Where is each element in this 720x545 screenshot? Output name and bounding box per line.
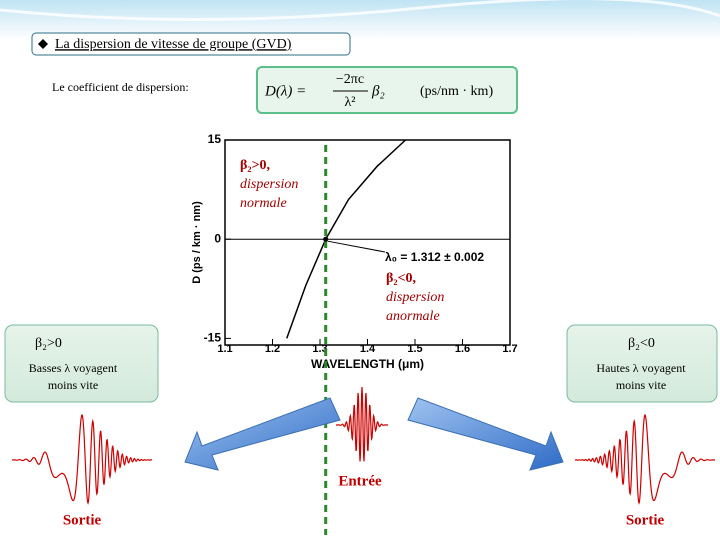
y-tick-label: 15 [208,132,222,146]
formula-numerator: −2πc [336,72,364,87]
y-tick-label: -15 [204,331,222,345]
right-output-label: Sortie [626,512,665,528]
zero-wavelength: λ₀ = 1.312 ± 0.002 [385,250,484,264]
anomalous-label: anormale [386,309,440,324]
x-tick-label: 1.2 [265,343,280,355]
plot-background [165,125,560,367]
formula-factor: β₂ [371,83,385,99]
left-box [4,324,159,403]
title: La dispersion de vitesse de groupe (GVD) [55,37,292,52]
normal-label: β₂>0, [240,158,270,173]
normal-label: dispersion [240,177,298,192]
left-box-title: β₂>0 [35,336,62,351]
left-output-label: Sortie [63,512,102,528]
right-box-title: β₂<0 [628,336,655,351]
pulse [336,386,388,462]
left-box-line: Basses λ voyagent [29,361,118,375]
plot: 15 0 -151.1 1.2 1.3 1.4 1.5 1.6 1.7 D (ps / km · … [191,132,518,535]
normal-label: normale [240,196,287,211]
pointer [327,240,386,253]
anomalous-label: β₂<0, [386,271,416,286]
input-label: Entrée [338,473,382,489]
dispersion-curve [286,139,407,339]
title-box [31,32,351,56]
x-axis-label: WAVELENGTH (μm) [311,357,424,371]
formula-denominator: λ² [345,95,356,110]
zero-dispersion-point [323,236,329,242]
x-tick-label: 1.7 [502,343,517,355]
y-tick-label: 0 [214,231,221,245]
pulses [11,386,716,505]
left-arrow [184,397,341,471]
right-arrow [407,397,564,471]
x-tick-label: 1.1 [217,343,232,355]
anomalous-label: dispersion [386,290,444,305]
formula-lhs: D(λ) = [264,83,306,99]
formula-box [256,66,518,114]
pulse [574,413,716,505]
left-box-line: moins vite [48,378,98,392]
right-box [566,324,718,403]
formula-unit: (ps/nm · km) [420,84,493,99]
x-tick-label: 1.4 [360,343,376,355]
x-tick-label: 1.5 [407,343,422,355]
header-wave [0,0,720,22]
right-box-line: Hautes λ voyagent [596,361,686,375]
pulse [11,413,153,505]
right-box-line: moins vite [616,378,666,392]
y-axis-label: D (ps / km · nm) [191,201,203,284]
bullet [38,39,48,49]
coefficient-label: Le coefficient de dispersion: [52,80,189,94]
x-tick-label: 1.3 [312,343,327,355]
x-tick-label: 1.6 [455,343,470,355]
